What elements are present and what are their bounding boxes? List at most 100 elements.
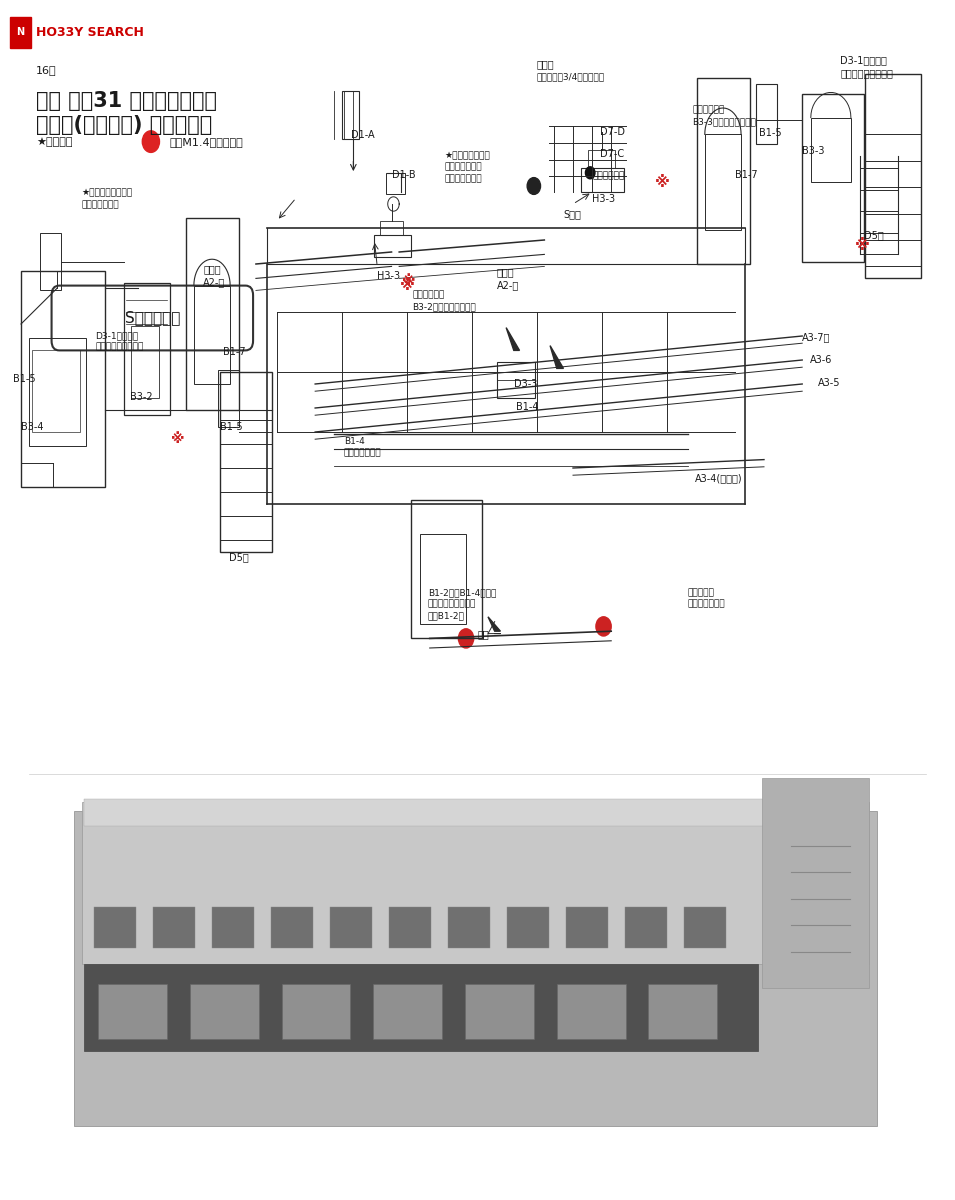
Text: ベンチレータ: ベンチレータ bbox=[592, 172, 625, 180]
Text: ※: ※ bbox=[855, 239, 870, 253]
Text: S車体: S車体 bbox=[563, 209, 582, 218]
Text: HO33Y SEARCH: HO33Y SEARCH bbox=[36, 26, 144, 38]
Text: ★特記なき: ★特記なき bbox=[36, 137, 73, 146]
Bar bbox=[386, 173, 405, 194]
Text: 16番: 16番 bbox=[36, 65, 57, 74]
Polygon shape bbox=[550, 346, 563, 368]
Bar bbox=[124, 283, 170, 415]
Bar bbox=[865, 74, 921, 278]
Text: A3-7左: A3-7左 bbox=[802, 332, 831, 342]
Bar bbox=[74, 811, 877, 1126]
Bar bbox=[581, 168, 624, 192]
Text: 車体内側から
B3-3の同マークに固定: 車体内側から B3-3の同マークに固定 bbox=[692, 106, 756, 126]
Text: ※: ※ bbox=[171, 432, 184, 446]
Bar bbox=[29, 338, 86, 446]
Circle shape bbox=[458, 629, 474, 648]
Text: 国鉄 オヤ31 建築限界測定用: 国鉄 オヤ31 建築限界測定用 bbox=[36, 91, 218, 112]
Text: D7-C: D7-C bbox=[600, 149, 624, 158]
Text: 車体内側から
B3-2の同マークに固定: 車体内側から B3-2の同マークに固定 bbox=[413, 290, 477, 311]
Bar bbox=[84, 799, 867, 826]
Bar bbox=[697, 78, 750, 264]
Circle shape bbox=[527, 178, 541, 194]
Bar bbox=[411, 500, 482, 638]
Text: 照射方向は3/4ページ参照: 照射方向は3/4ページ参照 bbox=[537, 72, 605, 80]
Text: A3-4(雨どい): A3-4(雨どい) bbox=[695, 473, 743, 482]
Bar bbox=[566, 907, 608, 948]
Text: 車体内側の
同マークに取付: 車体内側の 同マークに取付 bbox=[688, 588, 725, 608]
Bar bbox=[21, 271, 105, 487]
Text: B1-2左、B1-4取付後
車体内側から取付け
対面B1-2右: B1-2左、B1-4取付後 車体内側から取付け 対面B1-2右 bbox=[428, 588, 497, 620]
Polygon shape bbox=[488, 617, 500, 631]
Text: A3-5: A3-5 bbox=[817, 378, 840, 388]
Text: ★車体側面内側の
丸穴は、外装板
固定用ハンダ穴: ★車体側面内側の 丸穴は、外装板 固定用ハンダ穴 bbox=[444, 151, 490, 184]
Bar bbox=[32, 350, 80, 432]
Text: ※: ※ bbox=[402, 274, 415, 288]
Bar bbox=[802, 94, 864, 262]
Bar bbox=[465, 984, 534, 1039]
Text: ※: ※ bbox=[399, 278, 414, 293]
Bar bbox=[40, 233, 61, 290]
Text: D5板: D5板 bbox=[229, 552, 249, 562]
Bar bbox=[329, 907, 372, 948]
Bar bbox=[756, 84, 777, 144]
Bar bbox=[507, 907, 549, 948]
Text: D3-1黒または: D3-1黒または bbox=[840, 55, 887, 65]
Text: 外装板
A2-左: 外装板 A2-左 bbox=[497, 268, 519, 290]
Text: B1-7: B1-7 bbox=[223, 347, 246, 356]
Text: S車体の組立: S車体の組立 bbox=[125, 311, 180, 325]
Text: B3-2: B3-2 bbox=[130, 392, 153, 402]
Circle shape bbox=[596, 617, 611, 636]
Bar bbox=[84, 964, 758, 1051]
Bar bbox=[186, 218, 239, 410]
FancyBboxPatch shape bbox=[52, 286, 253, 350]
Text: D7-D: D7-D bbox=[600, 127, 625, 137]
Text: B1-5: B1-5 bbox=[220, 422, 243, 432]
Text: N: N bbox=[16, 28, 24, 37]
Bar bbox=[380, 221, 403, 235]
Text: B1-4
車体内側に取付: B1-4 車体内側に取付 bbox=[344, 437, 381, 457]
Text: B3-4: B3-4 bbox=[21, 422, 44, 432]
Text: H3-3: H3-3 bbox=[592, 194, 615, 204]
Text: 白塗装後接着取付け: 白塗装後接着取付け bbox=[840, 68, 893, 78]
Bar bbox=[448, 907, 490, 948]
Bar bbox=[94, 907, 137, 948]
Text: H3-3: H3-3 bbox=[377, 271, 400, 281]
Bar bbox=[684, 907, 727, 948]
Bar bbox=[705, 134, 741, 230]
Bar bbox=[762, 778, 869, 988]
Text: 試験車(おいらん) 車体の組立: 試験車(おいらん) 車体の組立 bbox=[36, 115, 213, 136]
Text: A3-6: A3-6 bbox=[810, 355, 832, 365]
Bar bbox=[389, 907, 432, 948]
Text: B3-3: B3-3 bbox=[802, 146, 825, 156]
Bar bbox=[220, 372, 272, 552]
Bar bbox=[218, 370, 239, 427]
Text: D5板: D5板 bbox=[864, 230, 884, 240]
Text: D1-B: D1-B bbox=[392, 170, 415, 180]
Bar bbox=[282, 984, 350, 1039]
Bar bbox=[342, 91, 359, 139]
Text: 印はM1.4タップ施工: 印はM1.4タップ施工 bbox=[170, 137, 244, 146]
Circle shape bbox=[142, 131, 159, 152]
Bar bbox=[420, 534, 466, 624]
Bar bbox=[648, 984, 717, 1039]
Bar bbox=[374, 235, 411, 257]
Bar bbox=[131, 326, 159, 398]
Bar bbox=[82, 802, 869, 964]
Text: 山折: 山折 bbox=[478, 629, 489, 638]
Text: D1-A: D1-A bbox=[351, 130, 375, 139]
Text: ※: ※ bbox=[655, 175, 670, 190]
Bar bbox=[190, 984, 259, 1039]
Bar bbox=[212, 907, 254, 948]
Text: B1-4: B1-4 bbox=[516, 402, 539, 412]
Bar bbox=[270, 907, 313, 948]
Bar bbox=[153, 907, 195, 948]
Bar bbox=[10, 17, 31, 48]
Bar bbox=[625, 907, 668, 948]
Text: ライト: ライト bbox=[537, 59, 554, 68]
Text: D3-1黒または
白塗装後接着取付け: D3-1黒または 白塗装後接着取付け bbox=[96, 331, 144, 352]
Bar bbox=[557, 984, 626, 1039]
Bar bbox=[194, 286, 230, 384]
Circle shape bbox=[585, 167, 595, 179]
Bar bbox=[811, 118, 851, 182]
Text: D3-3: D3-3 bbox=[514, 379, 537, 389]
